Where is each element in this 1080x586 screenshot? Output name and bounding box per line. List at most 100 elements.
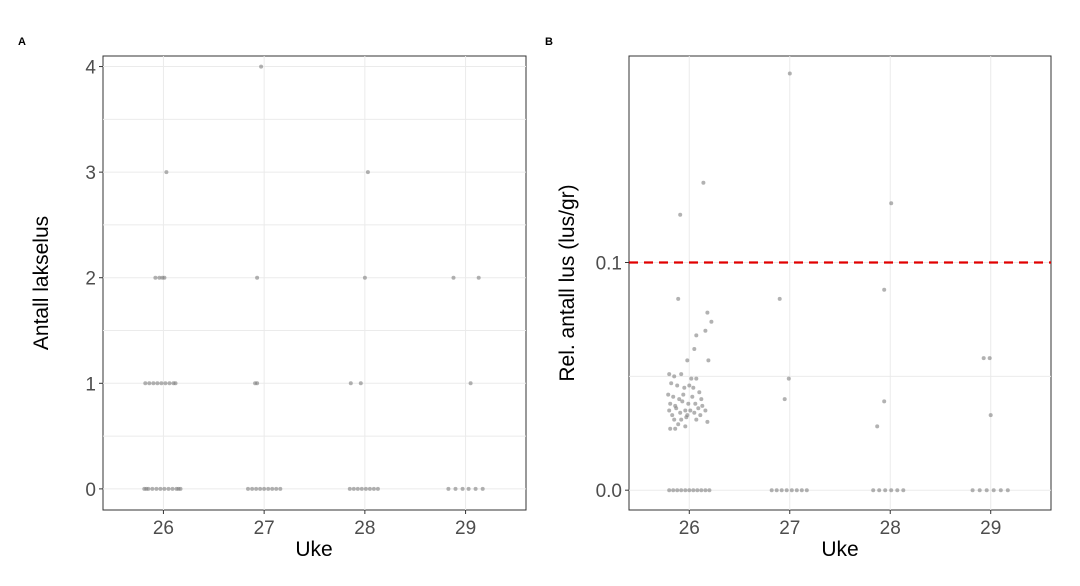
- data-point: [476, 275, 481, 280]
- data-point: [707, 488, 712, 493]
- axis-ticks: 0.0 0.1 26 27 28 29: [596, 254, 1002, 539]
- x-tick-label: 27: [779, 518, 800, 539]
- data-point: [895, 488, 900, 493]
- data-point: [679, 488, 684, 493]
- data-point: [998, 488, 1003, 493]
- data-point: [170, 486, 175, 491]
- x-tick-label: 29: [980, 518, 1001, 539]
- data-point: [683, 424, 688, 429]
- data-point: [266, 486, 271, 491]
- data-point: [159, 381, 164, 386]
- data-point: [371, 486, 376, 491]
- data-point: [774, 488, 779, 493]
- panel-a: A 0 1 2 3 4 26 27 28 29 Uke Antall lakselus: [18, 36, 527, 561]
- x-tick-label: 26: [153, 518, 174, 539]
- data-point: [453, 486, 458, 491]
- data-point: [901, 488, 906, 493]
- data-point: [695, 488, 700, 493]
- data-point: [699, 397, 704, 402]
- data-point: [173, 381, 178, 386]
- data-point: [889, 488, 894, 493]
- data-point: [362, 275, 367, 280]
- data-point: [871, 488, 876, 493]
- data-point: [694, 333, 699, 338]
- data-point: [351, 486, 356, 491]
- data-point: [691, 385, 696, 390]
- data-point: [668, 401, 673, 406]
- data-point: [693, 401, 698, 406]
- x-tick-label: 28: [354, 518, 375, 539]
- x-axis-title: Uke: [295, 538, 332, 561]
- data-point: [784, 488, 789, 493]
- data-point: [675, 488, 680, 493]
- data-point: [671, 394, 676, 399]
- panel-label: B: [545, 36, 553, 48]
- data-point: [782, 397, 787, 402]
- data-point: [684, 415, 689, 420]
- data-point: [157, 275, 162, 280]
- data-point: [804, 488, 809, 493]
- data-point: [673, 426, 678, 431]
- y-tick-label: 3: [85, 163, 96, 184]
- data-point: [167, 381, 172, 386]
- x-axis-title: Uke: [821, 538, 858, 561]
- axis-ticks: 0 1 2 3 4 26 27 28 29: [85, 58, 476, 539]
- data-point: [672, 374, 677, 379]
- data-point: [705, 419, 710, 424]
- y-tick-label: 0.0: [596, 481, 622, 502]
- data-point: [988, 413, 993, 418]
- data-point: [460, 486, 465, 491]
- data-point: [355, 486, 360, 491]
- data-point: [446, 486, 451, 491]
- data-point: [480, 486, 485, 491]
- data-point: [158, 486, 163, 491]
- data-point: [705, 310, 710, 315]
- data-point: [682, 385, 687, 390]
- data-point: [143, 381, 148, 386]
- y-axis-title: Rel. antall lus (lus/gr): [556, 184, 579, 381]
- data-point: [672, 417, 677, 422]
- data-point: [681, 392, 686, 397]
- data-point: [701, 180, 706, 185]
- y-tick-label: 4: [85, 58, 96, 79]
- data-points: [666, 71, 1010, 493]
- data-point: [670, 413, 675, 418]
- y-axis-title: Antall lakselus: [30, 216, 53, 350]
- data-point: [977, 488, 982, 493]
- data-point: [274, 486, 279, 491]
- data-point: [678, 410, 683, 415]
- y-tick-label: 0.1: [596, 254, 622, 275]
- plot-area: [628, 55, 1052, 511]
- data-point: [1005, 488, 1010, 493]
- data-point: [678, 212, 683, 217]
- data-point: [698, 413, 703, 418]
- data-point: [703, 328, 708, 333]
- data-point: [151, 381, 156, 386]
- data-point: [709, 319, 714, 324]
- data-point: [799, 488, 804, 493]
- data-point: [699, 488, 704, 493]
- data-point: [882, 399, 887, 404]
- data-point: [779, 488, 784, 493]
- data-point: [889, 201, 894, 206]
- data-point: [451, 275, 456, 280]
- data-point: [667, 408, 672, 413]
- data-point: [365, 170, 370, 175]
- data-point: [789, 488, 794, 493]
- data-point: [176, 486, 181, 491]
- data-point: [694, 376, 699, 381]
- data-point: [147, 381, 152, 386]
- data-point: [162, 275, 167, 280]
- data-point: [786, 376, 791, 381]
- data-point: [246, 486, 250, 491]
- data-point: [675, 383, 680, 388]
- data-point: [153, 275, 158, 280]
- data-point: [674, 406, 679, 411]
- x-tick-label: 29: [455, 518, 476, 539]
- data-point: [683, 488, 688, 493]
- data-point: [473, 486, 478, 491]
- data-point: [875, 424, 880, 429]
- data-point: [984, 488, 989, 493]
- data-point: [164, 170, 169, 175]
